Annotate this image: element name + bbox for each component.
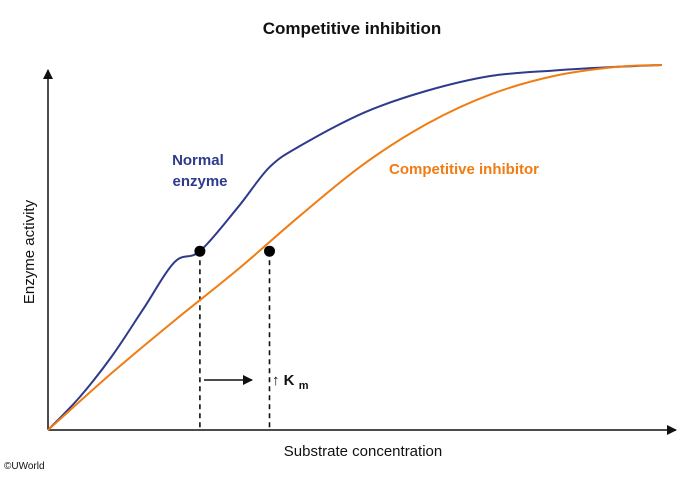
copyright-text: ©UWorld [4, 461, 45, 472]
km-up-arrow: ↑ [272, 372, 280, 389]
normal-enzyme-label-line-2: enzyme [172, 173, 227, 190]
normal-enzyme-label-line-1: Normal [172, 152, 224, 169]
chart-title: Competitive inhibition [263, 19, 442, 38]
markers [194, 245, 275, 257]
x-axis-label: Substrate concentration [284, 443, 442, 460]
competitive-inhibitor-label: Competitive inhibitor [389, 161, 539, 178]
y-axis-label: Enzyme activity [21, 199, 38, 304]
normal-enzyme-label: Normal enzyme [172, 152, 228, 190]
guide-lines [199, 251, 271, 430]
normal-enzyme-curve [47, 64, 663, 431]
km-main: K [284, 372, 295, 389]
normal-enzyme-point [194, 245, 206, 257]
km-subscript: m [299, 380, 309, 392]
competitive-inhibitor-curve [47, 64, 663, 431]
km-annotation: ↑ K m [272, 372, 309, 392]
competitive-inhibitor-point [264, 245, 275, 257]
series-lines [47, 64, 663, 431]
